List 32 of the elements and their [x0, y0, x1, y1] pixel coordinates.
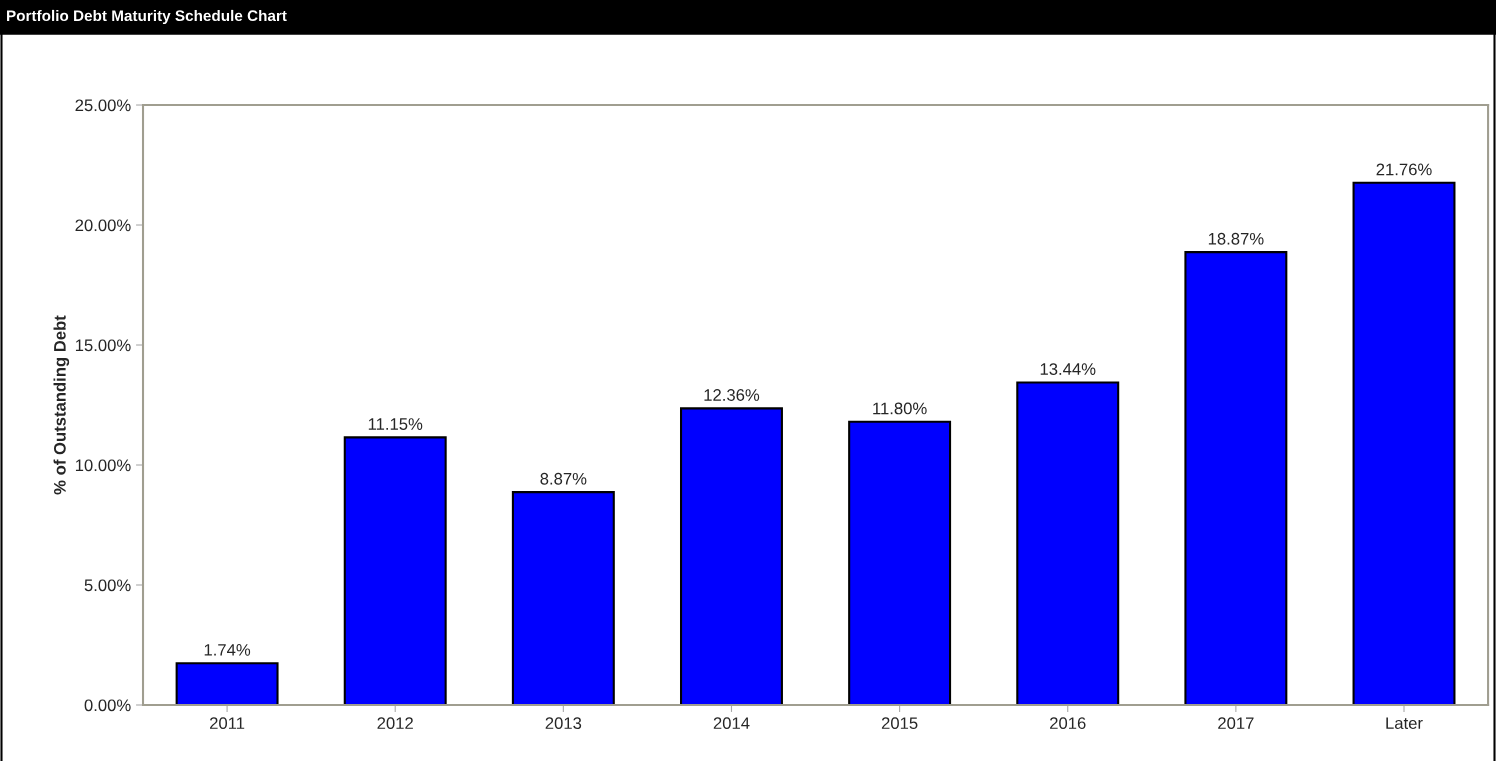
bar — [1352, 181, 1456, 705]
x-tick-label: 2015 — [881, 717, 918, 730]
data-label: 8.87% — [540, 472, 587, 485]
y-tick-label: 15.00% — [75, 339, 131, 352]
x-tick-label: 2011 — [210, 717, 245, 730]
bar — [175, 662, 279, 705]
bar — [680, 407, 783, 705]
chart-title: Portfolio Debt Maturity Schedule Chart — [7, 9, 287, 25]
data-label: 12.36% — [704, 389, 760, 401]
y-tick-label: 0.00% — [84, 699, 131, 712]
data-label: 13.44% — [1040, 363, 1096, 375]
x-tick-label: 2014 — [713, 717, 750, 730]
y-tick-label: 5.00% — [84, 579, 131, 592]
bar — [343, 436, 447, 705]
bar — [1184, 251, 1288, 705]
x-tick-label: 2013 — [545, 717, 582, 730]
y-tick-label: 25.00% — [75, 99, 131, 112]
x-tick-label: Later — [1386, 717, 1423, 730]
y-tick-label: 10.00% — [75, 459, 131, 472]
y-axis-title: % of Outstanding Debt — [53, 315, 70, 495]
bar — [511, 491, 615, 705]
y-tick-label: 20.00% — [75, 219, 131, 232]
x-tick-label: 2016 — [1050, 717, 1086, 730]
bar — [848, 420, 952, 705]
x-tick-label: 2012 — [377, 717, 413, 730]
x-tick-label: 2017 — [1218, 717, 1254, 730]
data-label: 11.80% — [873, 402, 927, 415]
bar — [1016, 381, 1120, 705]
data-label: 18.87% — [1208, 232, 1264, 245]
data-label: 21.76% — [1376, 163, 1432, 176]
data-label: 1.74% — [204, 644, 251, 656]
data-label: 11.15% — [368, 418, 423, 430]
